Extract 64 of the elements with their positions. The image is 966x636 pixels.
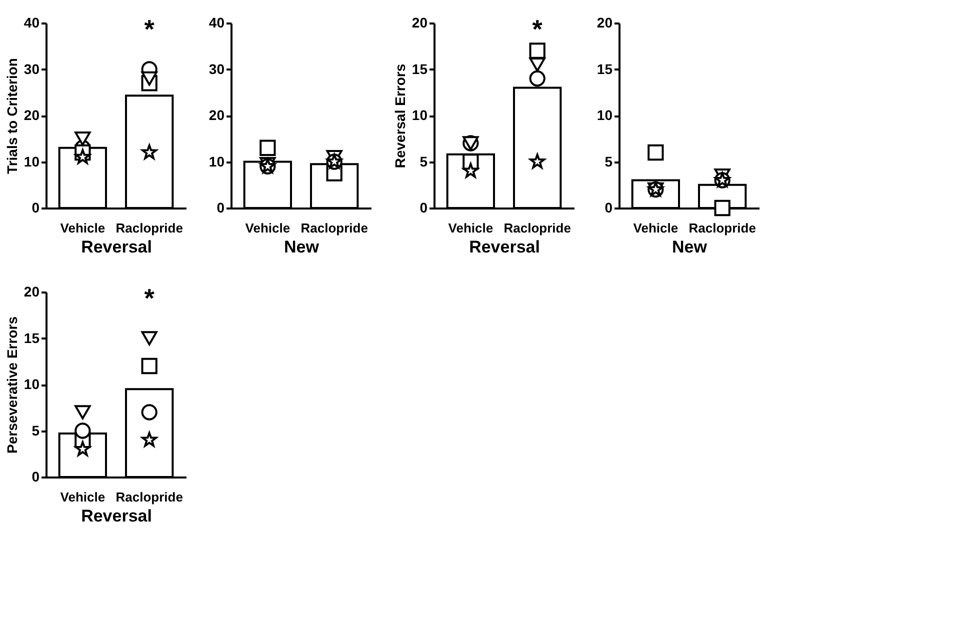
x-axis-title: Reversal	[469, 238, 540, 256]
y-tick-label: 5	[420, 153, 428, 170]
x-tick-label: Vehicle	[633, 220, 678, 236]
y-tick-label: 5	[604, 153, 613, 170]
point	[142, 144, 158, 160]
y-tick-label: 30	[208, 60, 225, 77]
annotation: *	[144, 14, 156, 44]
x-tick-label: Raclopride	[116, 490, 183, 504]
x-tick-label: Vehicle	[448, 220, 494, 236]
point	[74, 405, 91, 420]
y-tick-label: 15	[24, 330, 40, 346]
x-tick-label: Vehicle	[245, 220, 290, 236]
annotation: *	[532, 14, 544, 44]
y-tick-label: 40	[24, 14, 40, 30]
y-tick-label: 20	[24, 107, 40, 123]
point	[142, 432, 158, 447]
x-axis-title: Reversal	[81, 238, 152, 256]
point	[260, 140, 276, 156]
point	[530, 154, 546, 168]
point	[141, 331, 158, 346]
y-tick-label: 0	[32, 468, 40, 484]
point	[529, 70, 546, 87]
y-tick-label: 10	[596, 107, 613, 123]
y-tick-label: 10	[412, 107, 428, 123]
y-tick-label: 30	[24, 60, 40, 77]
y-tick-label: 20	[412, 14, 428, 30]
y-tick-label: 15	[412, 60, 428, 77]
point	[74, 422, 91, 439]
x-tick-label: Vehicle	[60, 220, 106, 236]
point	[141, 358, 158, 374]
x-tick-label: Raclopride	[504, 220, 571, 236]
x-axis-title: Reversal	[81, 506, 152, 526]
y-tick-label: 20	[208, 107, 225, 123]
y-axis-title: Trials to Criterion	[4, 58, 20, 174]
point	[462, 162, 478, 178]
x-axis-title: New	[672, 238, 708, 256]
y-tick-label: 10	[24, 153, 40, 170]
y-axis-title: Perseverative Errors	[4, 316, 20, 454]
point	[141, 71, 158, 86]
x-tick-label: Raclopride	[116, 220, 183, 236]
y-tick-label: 0	[604, 200, 613, 216]
y-tick-label: 0	[420, 200, 428, 216]
point	[529, 42, 546, 59]
y-tick-label: 5	[32, 422, 40, 438]
point	[141, 404, 158, 420]
y-tick-label: 20	[24, 284, 40, 300]
point	[529, 58, 546, 72]
point	[74, 132, 91, 146]
x-tick-label: Raclopride	[688, 220, 756, 236]
y-tick-label: 10	[208, 153, 225, 170]
y-tick-label: 15	[596, 60, 613, 77]
y-tick-label: 0	[32, 200, 40, 216]
x-tick-label: Raclopride	[300, 220, 368, 236]
y-tick-label: 40	[208, 14, 225, 30]
point	[714, 200, 730, 216]
x-tick-label: Vehicle	[60, 490, 106, 504]
y-tick-label: 20	[596, 14, 613, 30]
point	[74, 149, 90, 164]
y-axis-title: Reversal Errors	[392, 64, 408, 168]
annotation: *	[144, 283, 156, 313]
point	[648, 144, 664, 161]
y-tick-label: 0	[216, 200, 225, 216]
y-tick-label: 10	[24, 376, 40, 392]
x-axis-title: New	[284, 238, 320, 256]
